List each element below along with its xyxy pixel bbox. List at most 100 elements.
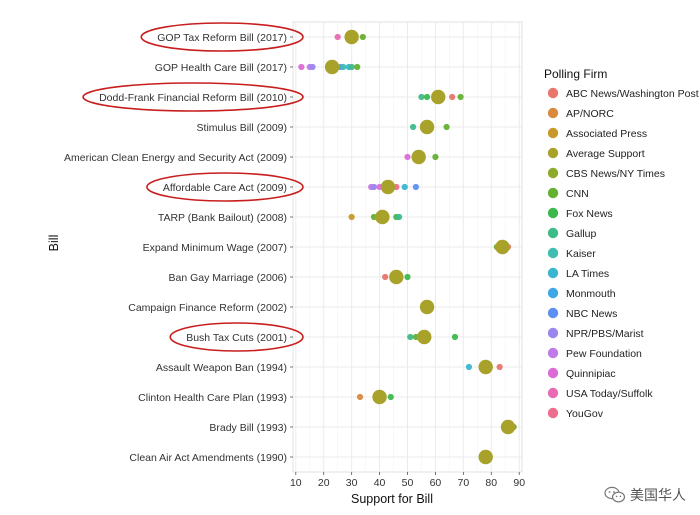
bill-label: TARP (Bank Bailout) (2008) <box>158 212 287 224</box>
legend-label: YouGov <box>566 408 604 420</box>
bill-labels: GOP Tax Reform Bill (2017) GOP Health Car… <box>64 32 293 464</box>
legend-swatch <box>547 127 559 139</box>
x-tick-label: 40 <box>374 477 386 489</box>
poll-point <box>496 363 503 371</box>
highlight-ellipse <box>169 322 304 352</box>
x-tick-label: 50 <box>402 477 414 489</box>
poll-point <box>356 393 364 401</box>
highlight-ellipses <box>82 22 304 352</box>
legend-swatch <box>547 107 559 119</box>
legend-swatch <box>547 287 559 299</box>
x-tick-labels: 10 20 30 40 50 60 70 80 90 <box>290 472 525 489</box>
poll-point <box>387 393 394 401</box>
poll-point <box>412 183 419 191</box>
poll-point <box>334 33 341 41</box>
bill-label: GOP Tax Reform Bill (2017) <box>157 32 287 44</box>
average-support-point <box>419 119 435 135</box>
poll-point <box>457 93 464 101</box>
average-support-point <box>500 419 516 435</box>
x-tick-label: 70 <box>458 477 470 489</box>
x-tick-label: 20 <box>318 477 330 489</box>
legend-label: Kaiser <box>566 248 596 260</box>
average-support-point <box>344 29 359 45</box>
average-support-point <box>431 89 446 105</box>
legend-swatch <box>547 407 559 419</box>
bill-label: Clinton Health Care Plan (1993) <box>138 392 287 404</box>
poll-point <box>443 123 450 131</box>
poll-point <box>382 273 389 281</box>
x-tick-label: 10 <box>290 477 302 489</box>
poll-point <box>449 93 456 101</box>
poll-point <box>409 123 417 131</box>
x-tick-label: 90 <box>513 477 525 489</box>
bill-label: Affordable Care Act (2009) <box>163 182 287 194</box>
poll-point <box>354 63 361 71</box>
legend-swatch <box>547 387 559 399</box>
x-tick-label: 30 <box>346 477 358 489</box>
legend-label: USA Today/Suffolk <box>566 388 653 400</box>
poll-point <box>396 213 403 221</box>
legend-swatch <box>547 347 559 359</box>
poll-point <box>340 63 347 71</box>
legend-label: Pew Foundation <box>566 348 642 360</box>
poll-point <box>370 183 378 191</box>
legend-label: Gallup <box>566 228 597 240</box>
average-support-point <box>419 299 435 315</box>
poll-point <box>418 93 425 101</box>
legend-swatch <box>547 227 559 239</box>
legend-swatch <box>547 247 559 259</box>
bill-label: Dodd-Frank Financial Reform Bill (2010) <box>99 92 287 104</box>
legend: Polling Firm ABC News/Washington Post AP/… <box>544 67 699 420</box>
legend-label: CNN <box>566 188 589 200</box>
poll-point <box>359 33 366 41</box>
watermark-text: 美国华人 <box>630 487 686 503</box>
poll-point <box>348 213 355 221</box>
legend-swatch <box>547 147 559 159</box>
legend-swatch <box>547 187 559 199</box>
highlight-ellipse <box>82 82 304 112</box>
bill-label: Ban Gay Marriage (2006) <box>169 272 287 284</box>
legend-swatch <box>547 327 559 339</box>
chart-marks <box>298 29 517 465</box>
legend-label: AP/NORC <box>566 108 614 120</box>
legend-swatch <box>547 87 559 99</box>
average-support-point <box>478 449 493 465</box>
bill-label: GOP Health Care Bill (2017) <box>155 62 287 74</box>
average-support-point <box>495 239 510 255</box>
bill-label: Expand Minimum Wage (2007) <box>143 242 287 254</box>
x-tick-label: 80 <box>485 477 497 489</box>
legend-swatch <box>547 367 559 379</box>
highlight-ellipse <box>140 22 304 52</box>
wechat-icon <box>604 486 626 503</box>
poll-point <box>298 63 305 71</box>
poll-point <box>309 63 316 71</box>
legend-title: Polling Firm <box>544 67 607 81</box>
bill-label: Brady Bill (1993) <box>209 422 287 434</box>
bill-label: Clean Air Act Amendments (1990) <box>129 452 287 464</box>
bill-label: American Clean Energy and Security Act (… <box>64 152 287 164</box>
poll-point <box>432 153 439 161</box>
legend-label: Fox News <box>566 208 613 220</box>
poll-point <box>451 333 459 341</box>
poll-point <box>404 153 411 161</box>
legend-label: NBC News <box>566 308 617 320</box>
legend-label: CBS News/NY Times <box>566 168 665 180</box>
average-support-point <box>372 389 387 405</box>
x-axis-title: Support for Bill <box>351 492 433 506</box>
legend-label: LA Times <box>566 268 609 280</box>
average-support-point <box>478 359 493 375</box>
bill-label: Stimulus Bill (2009) <box>197 122 287 134</box>
legend-label: NPR/PBS/Marist <box>566 328 644 340</box>
y-axis-title: Bill <box>47 235 61 252</box>
x-tick-label: 60 <box>430 477 442 489</box>
legend-label: ABC News/Washington Post <box>566 88 699 100</box>
average-support-point <box>375 209 390 225</box>
legend-label: Monmouth <box>566 288 616 300</box>
poll-point <box>404 273 411 281</box>
average-support-point <box>411 149 426 165</box>
poll-point <box>407 333 414 341</box>
average-support-point <box>389 269 404 285</box>
average-support-point <box>417 329 432 345</box>
watermark: 美国华人 <box>604 485 686 505</box>
